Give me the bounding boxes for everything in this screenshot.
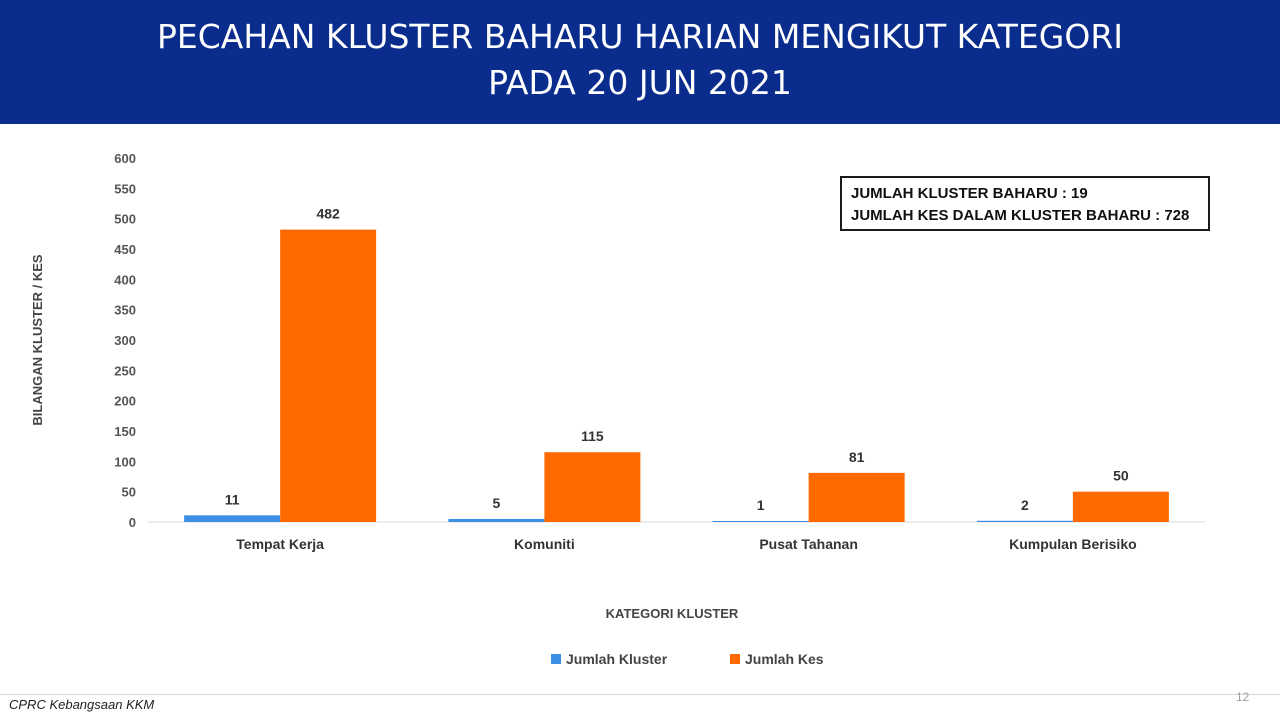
bar-value-label: 115 [581,428,604,444]
y-tick-label: 350 [114,303,136,318]
title-line-2: PADA 20 JUN 2021 [488,63,792,102]
legend-swatch [551,654,561,664]
bar-value-label: 2 [1021,497,1029,513]
x-axis-title: KATEGORI KLUSTER [606,606,739,621]
y-axis-ticks: 0 50 100 150 200 250 300 350 400 450 500 550 600 [114,151,136,530]
summary-box: JUMLAH KLUSTER BAHARU : 19 JUMLAH KES DA… [840,176,1210,231]
y-tick-label: 500 [114,212,136,227]
bar-jumlah-kluster [448,518,545,522]
y-tick-label: 450 [114,242,136,257]
bar-value-label: 50 [1113,468,1129,484]
y-tick-label: 250 [114,363,136,378]
y-tick-label: 600 [114,151,136,166]
header-banner [0,0,1280,124]
footer-divider [0,694,1280,695]
bar-jumlah-kes [1072,491,1169,522]
bar-value-label: 482 [316,206,340,222]
category-label: Pusat Tahanan [759,536,858,552]
legend-label: Jumlah Kes [745,651,824,667]
category-labels-group: Tempat Kerja Komuniti Pusat Tahanan Kumpula… [236,536,1136,552]
y-tick-label: 200 [114,394,136,409]
bar-jumlah-kes [280,229,377,522]
y-tick-label: 50 [122,485,136,500]
category-label: Tempat Kerja [236,536,324,552]
footer-source: CPRC Kebangsaan KKM [9,697,155,712]
y-tick-label: 300 [114,333,136,348]
bar-jumlah-kluster [184,515,281,522]
bar-value-label: 1 [757,497,765,513]
summary-total-cases: JUMLAH KES DALAM KLUSTER BAHARU : 728 [851,207,1190,224]
bar-value-label: 81 [849,449,865,465]
legend: Jumlah Kluster Jumlah Kes [551,651,824,667]
bar-jumlah-kes [544,452,641,522]
bar-value-label: 5 [492,495,500,511]
bar-jumlah-kes [808,472,905,522]
y-tick-label: 100 [114,454,136,469]
bar-value-label: 11 [225,491,240,507]
y-tick-label: 550 [114,181,136,196]
y-tick-label: 0 [129,515,136,530]
legend-label: Jumlah Kluster [566,651,668,667]
legend-swatch [730,654,740,664]
y-tick-label: 150 [114,424,136,439]
page-number: 12 [1236,690,1250,704]
bar-jumlah-kluster [712,521,809,522]
value-labels-group: 11 482 5 115 1 81 2 50 [225,206,1129,513]
bars-group [184,229,1169,522]
page-title: PECAHAN KLUSTER BAHARU HARIAN MENGIKUT K… [0,14,1280,106]
y-tick-label: 400 [114,272,136,287]
category-label: Komuniti [514,536,575,552]
summary-total-clusters: JUMLAH KLUSTER BAHARU : 19 [851,185,1088,202]
title-line-1: PECAHAN KLUSTER BAHARU HARIAN MENGIKUT K… [157,17,1123,56]
category-label: Kumpulan Berisiko [1009,536,1137,552]
y-axis-title: BILANGAN KLUSTER / KES [30,254,45,426]
bar-jumlah-kluster [976,520,1073,522]
